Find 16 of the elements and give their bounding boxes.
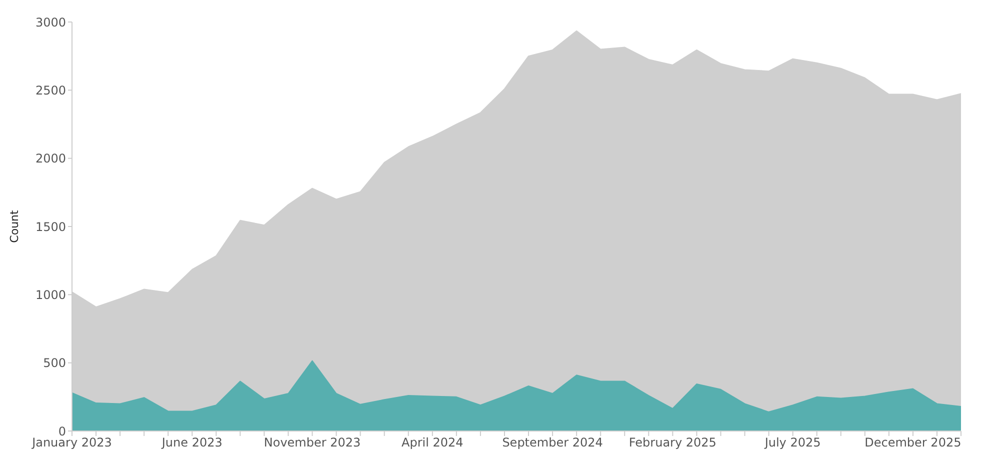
x-tick-label: July 2025 <box>764 436 821 450</box>
x-tick-label: April 2024 <box>402 436 464 450</box>
x-tick-label: September 2024 <box>502 436 603 450</box>
y-tick-label: 3000 <box>35 15 66 30</box>
x-tick-label: June 2023 <box>160 436 222 450</box>
y-tick-label: 1000 <box>35 288 66 302</box>
y-tick-label: 2500 <box>35 83 66 98</box>
y-tick-label: 2000 <box>35 152 66 166</box>
y-tick-label: 0 <box>58 424 66 438</box>
x-tick-label: November 2023 <box>264 436 361 450</box>
y-axis-title: Count <box>8 209 21 243</box>
x-tick-label: January 2023 <box>31 436 112 450</box>
x-tick-label: February 2025 <box>628 436 716 450</box>
x-tick-label: December 2025 <box>864 436 962 450</box>
y-tick-label: 1500 <box>35 220 66 234</box>
y-tick-label: 500 <box>43 356 66 370</box>
